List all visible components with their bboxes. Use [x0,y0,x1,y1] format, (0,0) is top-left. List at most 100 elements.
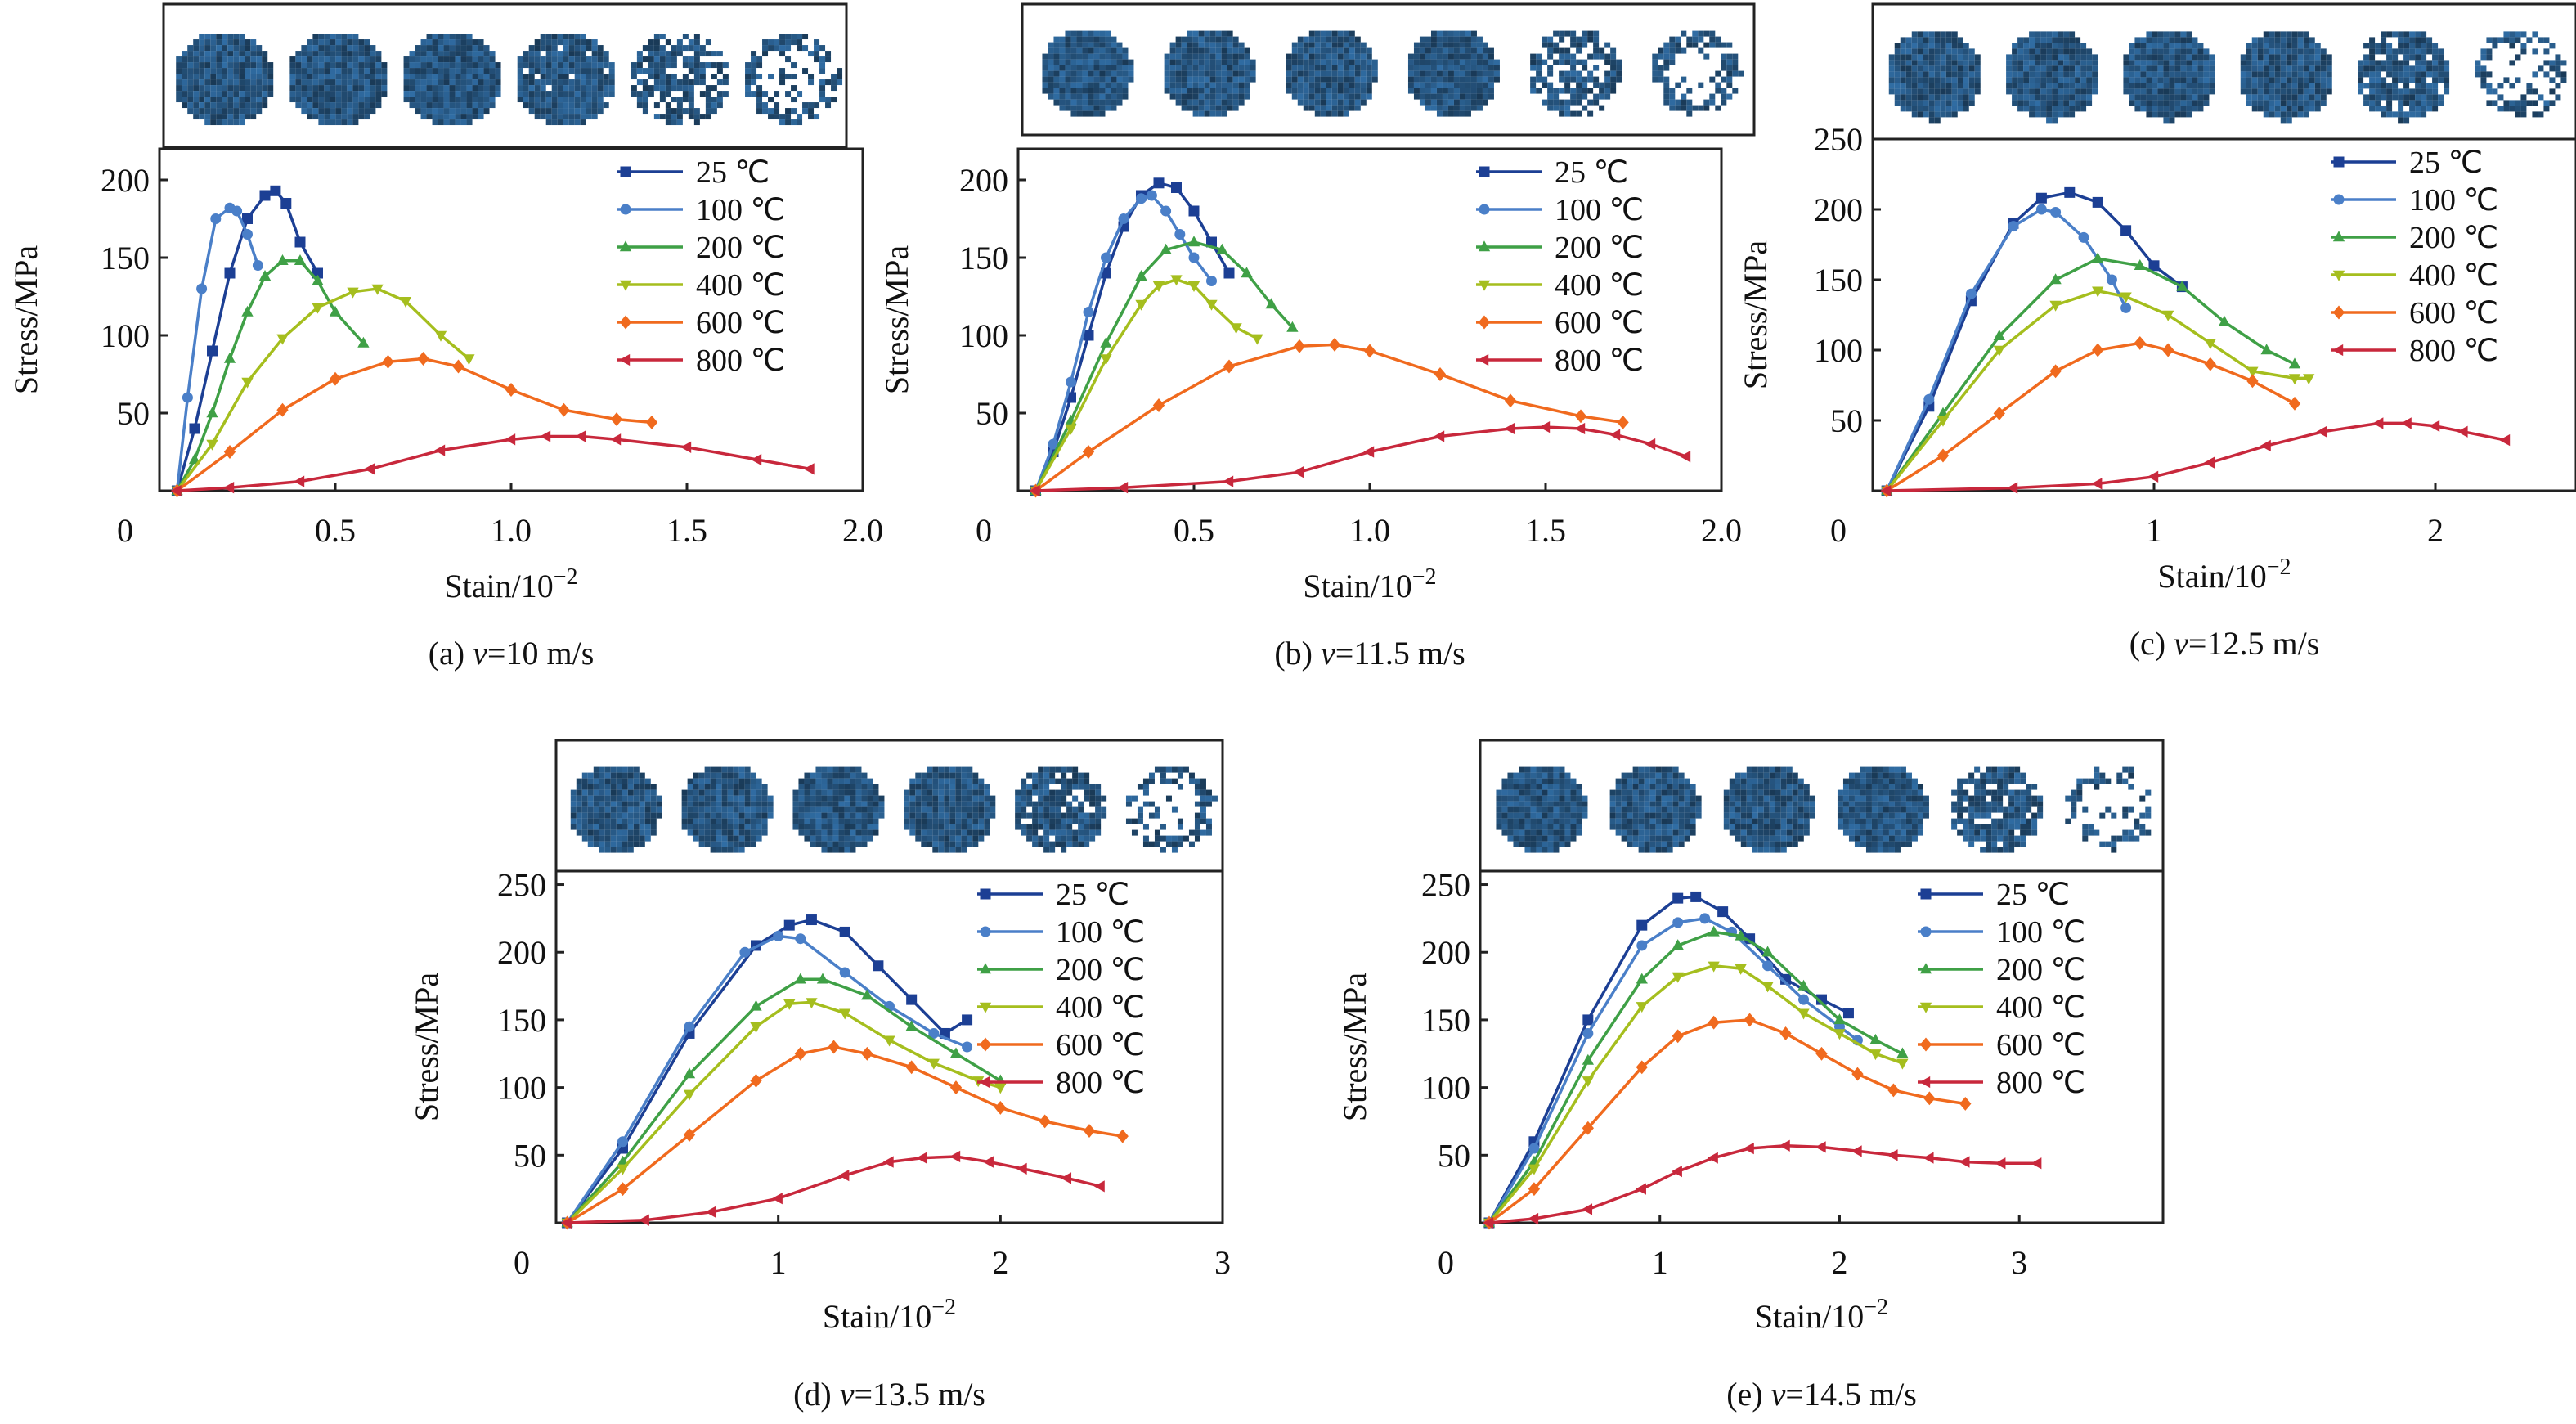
data-point [1582,1053,1594,1065]
legend-label: 800 ℃ [1996,1066,2085,1100]
y-tick-label: 250 [497,867,546,904]
legend-label: 200 ℃ [2409,221,2498,255]
plot-frame [1871,137,2576,492]
panel-caption: (c) v=12.5 m/s [2129,625,2320,662]
data-point [2134,335,2146,350]
data-point [1995,1157,2006,1170]
data-point [2162,343,2174,357]
data-point [1993,345,2005,357]
data-point [2035,192,2047,204]
data-point [1851,1067,1864,1081]
legend-marker [2332,231,2345,242]
series-line [1885,257,2296,492]
data-point [1223,267,1235,279]
data-point [417,352,429,366]
legend-label: 200 ℃ [1996,953,2085,987]
data-point [294,254,307,265]
y-tick-label: 50 [514,1137,546,1174]
data-point [258,270,272,281]
legend-marker [1919,1002,1932,1013]
data-point [2049,300,2062,312]
data-point [2120,225,2132,236]
data-point [1101,267,1111,279]
data-point [617,1182,629,1197]
data-point [2288,374,2301,385]
data-point [795,933,806,945]
legend-marker [980,888,991,900]
data-point [294,236,306,248]
legend-label: 100 ℃ [1996,915,2085,950]
y-axis-title: Stress/MPa [878,245,915,394]
data-point [1761,946,1774,957]
data-point [1744,1013,1756,1027]
data-point [560,1216,572,1229]
fractured-sample-5 [2358,31,2450,124]
series-line [566,1045,1124,1224]
data-point [1293,339,1306,353]
data-point [210,213,222,224]
data-point [2049,364,2062,379]
data-point [1170,275,1183,286]
data-point [683,1067,696,1079]
data-point [1206,276,1217,286]
data-point [276,334,289,345]
legend-marker [1478,240,1491,252]
data-point [1528,1143,1540,1154]
legend-label: 800 ℃ [696,344,785,378]
data-point [1205,299,1218,311]
data-point [1574,422,1586,435]
data-point [861,989,873,1000]
data-point [962,1014,973,1026]
data-point [949,1080,963,1095]
y-tick-label: 200 [1814,191,1863,228]
data-point [1965,288,1977,299]
y-tick-label: 150 [1814,262,1863,299]
legend-label: 25 ℃ [696,155,770,190]
legend-marker [2332,270,2345,281]
data-point [2091,478,2103,490]
y-tick-label: 100 [1421,1070,1470,1107]
legend-marker [619,280,632,291]
data-point [294,475,305,487]
data-point [750,999,762,1011]
data-point [558,402,570,417]
series-6 [170,430,815,497]
fractured-sample-5 [1951,766,2044,853]
legend-label: 25 ℃ [2409,146,2483,180]
data-point [1833,1029,1846,1040]
data-point [610,412,623,427]
fractured-sample-4 [1837,766,1929,853]
data-point [645,415,658,429]
data-point [783,919,795,931]
fractured-sample-4 [1407,30,1500,117]
legend-label: 25 ℃ [1056,878,1129,912]
x-tick-label: 3 [2011,1244,2027,1281]
data-point [2429,420,2440,433]
data-point [1083,1124,1096,1138]
x-tick-label: 2.0 [1701,512,1742,549]
legend-marker [1919,963,1932,974]
data-point [1241,267,1253,278]
data-point [1923,1091,1936,1106]
legend-marker [1479,204,1490,215]
series-2 [1483,913,1863,1229]
fractured-sample-4 [2240,31,2332,124]
x-axis-title: Stain/10−2 [823,1295,956,1335]
legend-label: 400 ℃ [1056,991,1145,1025]
series-5 [1881,335,2301,498]
data-point [2400,417,2412,429]
data-point [1636,940,1648,951]
data-point [1188,252,1200,263]
data-point [170,484,182,497]
data-point [1635,1183,1646,1195]
series-line [175,189,320,492]
data-point [1265,298,1277,309]
legend-marker [2333,156,2345,168]
legend-marker [1479,166,1490,177]
data-point [189,423,200,434]
data-point [1708,925,1720,937]
data-point [1160,243,1172,254]
fractured-sample-6 [2475,31,2567,118]
series-line [1035,425,1687,492]
x-tick-label: 1 [1652,1244,1668,1281]
